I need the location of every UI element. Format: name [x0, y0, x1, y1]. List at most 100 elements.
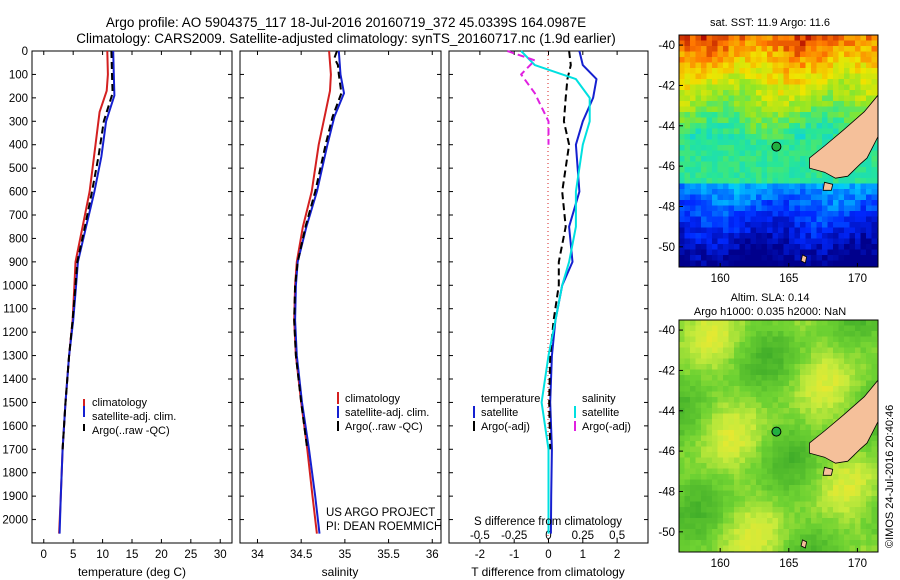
map-cell	[860, 233, 867, 239]
map-cell	[684, 211, 691, 217]
map-cell	[866, 457, 872, 464]
map-cell	[800, 402, 806, 409]
island	[822, 466, 834, 476]
map-cell	[750, 90, 757, 96]
map-cell	[800, 336, 806, 343]
map-cell	[855, 386, 861, 392]
map-cell	[679, 452, 685, 458]
map-cell	[822, 501, 828, 508]
map-cell	[679, 117, 685, 124]
map-cell	[767, 353, 773, 359]
map-cell	[767, 189, 773, 195]
map-cell	[739, 419, 746, 425]
map-cell	[684, 397, 691, 403]
map-cell	[800, 391, 806, 398]
map-cell	[855, 540, 861, 546]
map-cell	[734, 369, 740, 376]
map-cell	[712, 62, 718, 69]
map-cell	[690, 353, 696, 359]
map-cell	[866, 101, 872, 107]
map-cell	[684, 183, 691, 190]
map-cell	[701, 325, 707, 332]
map-cell	[706, 117, 713, 124]
map-cell	[866, 57, 872, 63]
map-cell	[816, 490, 823, 497]
map-cell	[756, 167, 762, 173]
map-cell	[838, 244, 845, 250]
map-cell	[712, 342, 718, 348]
map-cell	[728, 255, 735, 261]
map-cell	[679, 331, 685, 337]
map-cell	[822, 545, 828, 552]
map-cell	[695, 512, 702, 519]
map-cell	[805, 161, 812, 168]
map-cell	[739, 353, 746, 359]
y-tick-label: -46	[658, 446, 675, 458]
map-cell	[778, 331, 784, 337]
sla-map-subtitle: Argo h1000: 0.035 h2000: NaN	[694, 306, 846, 318]
map-cell	[706, 79, 713, 85]
map-cell	[761, 358, 768, 365]
map-cell	[800, 150, 806, 157]
map-cell	[750, 336, 757, 343]
map-cell	[723, 375, 729, 381]
map-cell	[690, 358, 696, 365]
map-cell	[706, 178, 713, 184]
map-cell	[833, 260, 839, 267]
map-cell	[728, 172, 735, 179]
map-cell	[816, 145, 823, 151]
map-cell	[772, 364, 779, 370]
map-cell	[679, 457, 685, 464]
map-cell	[761, 57, 768, 63]
map-cell	[794, 430, 801, 436]
map-cell	[712, 216, 718, 223]
map-cell	[756, 62, 762, 69]
y-tick-label: 2000	[2, 515, 28, 527]
map-cell	[690, 496, 696, 502]
map-cell	[844, 402, 850, 409]
map-cell	[734, 95, 740, 102]
map-cell	[849, 336, 856, 343]
map-cell	[734, 435, 740, 442]
map-cell	[679, 46, 685, 52]
x-tick-label: 34.5	[290, 549, 312, 561]
map-cell	[794, 205, 801, 212]
map-cell	[717, 194, 724, 201]
map-cell	[684, 419, 691, 425]
map-cell	[844, 183, 850, 190]
map-cell	[679, 112, 685, 118]
map-cell	[723, 84, 729, 91]
map-cell	[728, 117, 735, 124]
map-cell	[860, 347, 867, 354]
map-cell	[794, 200, 801, 206]
map-cell	[822, 364, 828, 370]
map-cell	[684, 413, 691, 420]
map-cell	[701, 112, 707, 118]
map-cell	[679, 336, 685, 343]
map-cell	[756, 485, 762, 491]
map-cell	[783, 364, 790, 370]
map-cell	[690, 51, 696, 58]
map-cell	[684, 200, 691, 206]
map-cell	[739, 402, 746, 409]
map-cell	[844, 545, 850, 552]
map-cell	[811, 512, 817, 519]
map-cell	[767, 112, 773, 118]
map-cell	[816, 320, 823, 326]
map-cell	[706, 123, 713, 129]
map-cell	[728, 128, 735, 135]
map-cell	[794, 523, 801, 530]
map-cell	[789, 474, 795, 480]
map-cell	[712, 474, 718, 480]
map-cell	[767, 375, 773, 381]
map-cell	[794, 145, 801, 151]
map-cell	[855, 79, 861, 85]
map-cell	[684, 101, 691, 107]
map-cell	[745, 244, 751, 250]
map-cell	[844, 320, 850, 326]
map-cell	[855, 336, 861, 343]
map-cell	[734, 117, 740, 124]
map-cell	[833, 222, 839, 228]
map-cell	[756, 413, 762, 420]
map-cell	[789, 446, 795, 453]
